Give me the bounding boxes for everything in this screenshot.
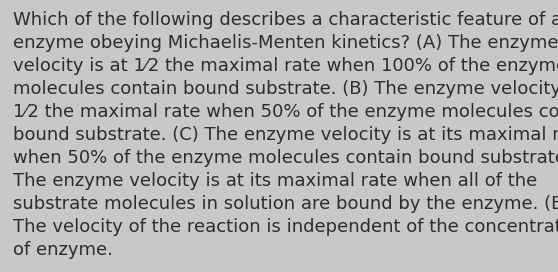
Text: The velocity of the reaction is independent of the concentration: The velocity of the reaction is independ…	[13, 218, 558, 236]
Text: The enzyme velocity is at its maximal rate when all of the: The enzyme velocity is at its maximal ra…	[13, 172, 537, 190]
Text: of enzyme.: of enzyme.	[13, 241, 113, 259]
Text: velocity is at 1⁄2 the maximal rate when 100% of the enzyme: velocity is at 1⁄2 the maximal rate when…	[13, 57, 558, 75]
Text: molecules contain bound substrate. (B) The enzyme velocity is at: molecules contain bound substrate. (B) T…	[13, 80, 558, 98]
Text: bound substrate. (C) The enzyme velocity is at its maximal rate: bound substrate. (C) The enzyme velocity…	[13, 126, 558, 144]
Text: Which of the following describes a characteristic feature of an: Which of the following describes a chara…	[13, 11, 558, 29]
Text: substrate molecules in solution are bound by the enzyme. (E): substrate molecules in solution are boun…	[13, 195, 558, 213]
Text: enzyme obeying Michaelis-Menten kinetics? (A) The enzyme: enzyme obeying Michaelis-Menten kinetics…	[13, 34, 558, 52]
Text: 1⁄2 the maximal rate when 50% of the enzyme molecules contain: 1⁄2 the maximal rate when 50% of the enz…	[13, 103, 558, 121]
Text: when 50% of the enzyme molecules contain bound substrate. (D): when 50% of the enzyme molecules contain…	[13, 149, 558, 167]
